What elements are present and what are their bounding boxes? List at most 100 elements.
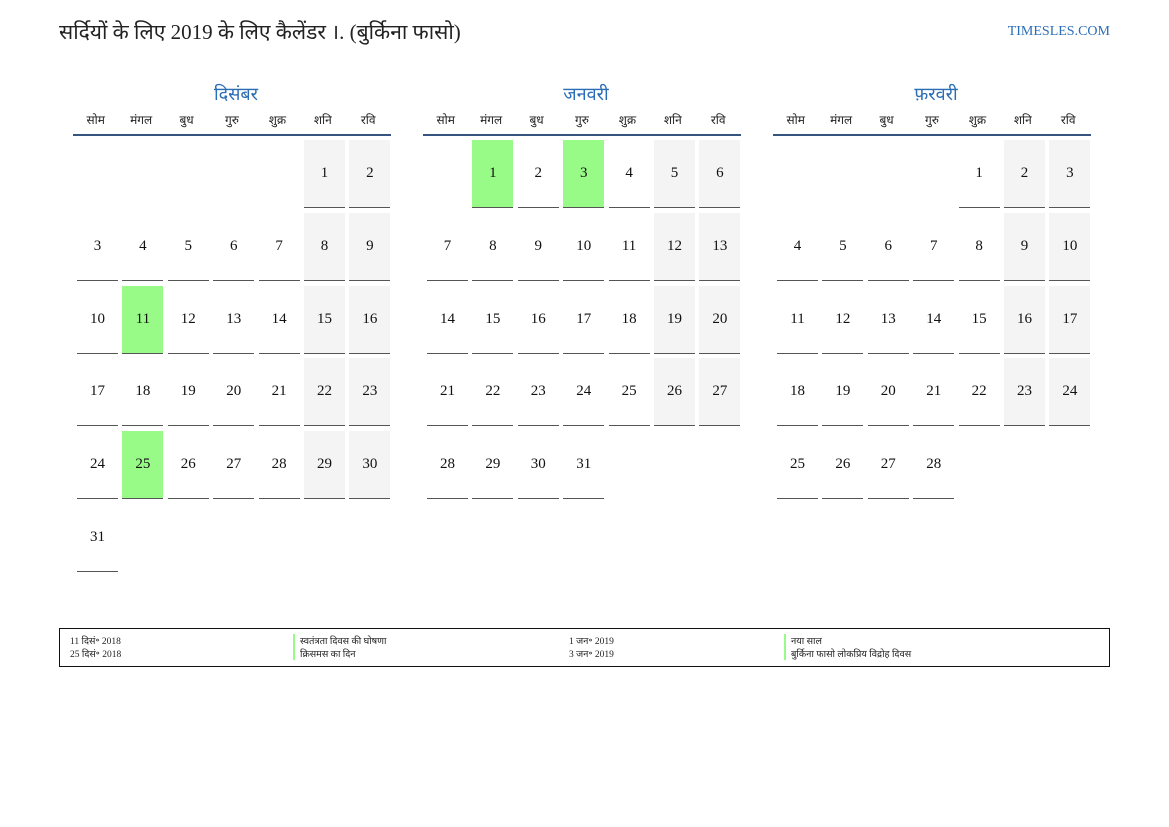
day-cell[interactable]: 18 xyxy=(777,358,818,427)
day-cell[interactable]: 18 xyxy=(122,358,164,427)
day-cell[interactable]: 25 xyxy=(777,431,818,500)
weekday-label: गुरु xyxy=(575,113,589,127)
day-cell[interactable]: 6 xyxy=(213,213,255,281)
day-cell[interactable]: 3 xyxy=(563,140,605,208)
day-cell[interactable]: 24 xyxy=(563,358,605,427)
day-cell[interactable]: 17 xyxy=(1049,285,1091,354)
day-cell[interactable]: 17 xyxy=(77,358,118,427)
day-cell[interactable]: 22 xyxy=(958,358,1000,427)
day-cell[interactable]: 7 xyxy=(258,213,300,281)
day-cell[interactable]: 6 xyxy=(867,213,909,281)
day-cell[interactable]: 12 xyxy=(167,286,209,354)
day-cell[interactable]: 27 xyxy=(867,431,909,500)
day-cell[interactable]: 8 xyxy=(472,213,514,281)
day-cell[interactable]: 25 xyxy=(608,358,650,427)
day-cell[interactable]: 11 xyxy=(122,285,164,354)
day-cell[interactable]: 23 xyxy=(349,358,391,427)
day-cell[interactable]: 21 xyxy=(913,358,955,427)
day-cell[interactable]: 22 xyxy=(472,358,514,427)
day-cell[interactable]: 18 xyxy=(608,286,650,354)
day-cell[interactable]: 21 xyxy=(427,358,468,427)
day-cell[interactable]: 28 xyxy=(258,431,300,500)
day-cell[interactable]: 4 xyxy=(122,213,164,281)
day-cell[interactable]: 29 xyxy=(472,431,514,500)
day-cell[interactable]: 23 xyxy=(1004,358,1045,427)
day-cell[interactable]: 14 xyxy=(258,286,300,354)
day-cell[interactable]: 13 xyxy=(867,286,909,354)
day-cell[interactable]: 5 xyxy=(654,140,695,208)
day-cell[interactable]: 2 xyxy=(349,140,391,208)
day-cell[interactable]: 9 xyxy=(1004,212,1045,281)
day-cell[interactable]: 28 xyxy=(427,431,468,500)
weekday-label: शनि xyxy=(1013,113,1032,127)
day-cell[interactable]: 16 xyxy=(349,285,391,354)
day-cell[interactable]: 6 xyxy=(699,140,741,208)
day-cell[interactable]: 5 xyxy=(822,213,864,281)
day-cell[interactable]: 9 xyxy=(349,212,391,281)
day-cell[interactable]: 23 xyxy=(517,358,559,427)
day-cell[interactable]: 19 xyxy=(654,285,695,354)
day-cell[interactable]: 28 xyxy=(913,431,955,500)
day-cell[interactable]: 15 xyxy=(304,285,345,354)
day-cell[interactable]: 16 xyxy=(517,286,559,354)
day-cell[interactable]: 27 xyxy=(213,431,255,500)
month-0: दिसंबर सोम मंगल बुध गुरु शुक्र शनि रवि 1 2 3 4 5 6 7 8 9… xyxy=(73,82,395,572)
day-cell[interactable]: 9 xyxy=(517,213,559,281)
day-cell[interactable]: 31 xyxy=(77,504,118,572)
day-cell[interactable]: 15 xyxy=(472,286,514,354)
day-cell[interactable]: 24 xyxy=(1049,358,1091,427)
day-cell[interactable]: 12 xyxy=(654,212,695,281)
weekday-label: बुध xyxy=(179,113,194,127)
day-cell[interactable]: 14 xyxy=(427,286,468,354)
day-cell[interactable]: 20 xyxy=(213,358,255,427)
day-cell[interactable]: 25 xyxy=(122,431,164,500)
weekday-header: सोम मंगल बुध गुरु शुक्र शनि रवि xyxy=(423,110,741,136)
day-cell[interactable]: 12 xyxy=(822,286,864,354)
day-cell[interactable]: 7 xyxy=(427,213,468,281)
day-cell[interactable]: 1 xyxy=(304,140,345,208)
day-cell[interactable]: 2 xyxy=(1004,140,1045,208)
day-cell[interactable]: 8 xyxy=(958,213,1000,281)
day-cell[interactable]: 29 xyxy=(304,431,345,500)
day-cell[interactable]: 26 xyxy=(822,431,864,500)
day-cell[interactable]: 10 xyxy=(77,286,118,354)
day-cell[interactable]: 26 xyxy=(167,431,209,500)
day-cell[interactable]: 26 xyxy=(654,358,695,427)
day-cell[interactable]: 30 xyxy=(517,431,559,500)
day-cell[interactable]: 1 xyxy=(472,140,514,208)
day-cell[interactable]: 16 xyxy=(1004,285,1045,354)
day-cell[interactable]: 13 xyxy=(699,212,741,281)
day-cell[interactable]: 14 xyxy=(913,286,955,354)
day-cell[interactable]: 5 xyxy=(167,213,209,281)
day-cell[interactable]: 20 xyxy=(699,285,741,354)
day-cell[interactable]: 30 xyxy=(349,431,391,500)
day-cell[interactable]: 10 xyxy=(1049,212,1091,281)
day-cell[interactable]: 8 xyxy=(304,212,345,281)
weekday-label: शुक्र xyxy=(618,113,637,127)
day-cell[interactable]: 11 xyxy=(608,213,650,281)
day-cell[interactable]: 4 xyxy=(777,213,818,281)
day-cell[interactable]: 24 xyxy=(77,431,118,500)
day-cell[interactable]: 3 xyxy=(77,213,118,281)
day-cell[interactable]: 19 xyxy=(167,358,209,427)
day-cell[interactable]: 11 xyxy=(777,286,818,354)
day-cell[interactable]: 17 xyxy=(563,286,605,354)
weekday-label: सोम xyxy=(786,113,805,127)
day-cell[interactable]: 19 xyxy=(822,358,864,427)
day-cell[interactable]: 20 xyxy=(867,358,909,427)
day-cell[interactable]: 3 xyxy=(1049,140,1091,208)
legend-holiday: क्रिसमस का दिन xyxy=(293,647,356,660)
day-cell[interactable]: 2 xyxy=(517,140,559,208)
day-cell[interactable]: 13 xyxy=(213,286,255,354)
day-cell[interactable]: 27 xyxy=(699,358,741,427)
legend-holiday: बुर्किना फासो लोकप्रिय विद्रोह दिवस xyxy=(784,647,911,660)
day-cell[interactable]: 4 xyxy=(608,140,650,208)
day-cell[interactable]: 7 xyxy=(913,213,955,281)
day-cell[interactable]: 1 xyxy=(958,140,1000,208)
day-cell[interactable]: 10 xyxy=(563,213,605,281)
day-cell[interactable]: 15 xyxy=(958,286,1000,354)
day-cell[interactable]: 22 xyxy=(304,358,345,427)
site-link[interactable]: TIMESLES.COM xyxy=(1007,24,1110,39)
day-cell[interactable]: 21 xyxy=(258,358,300,427)
day-cell[interactable]: 31 xyxy=(563,431,605,500)
